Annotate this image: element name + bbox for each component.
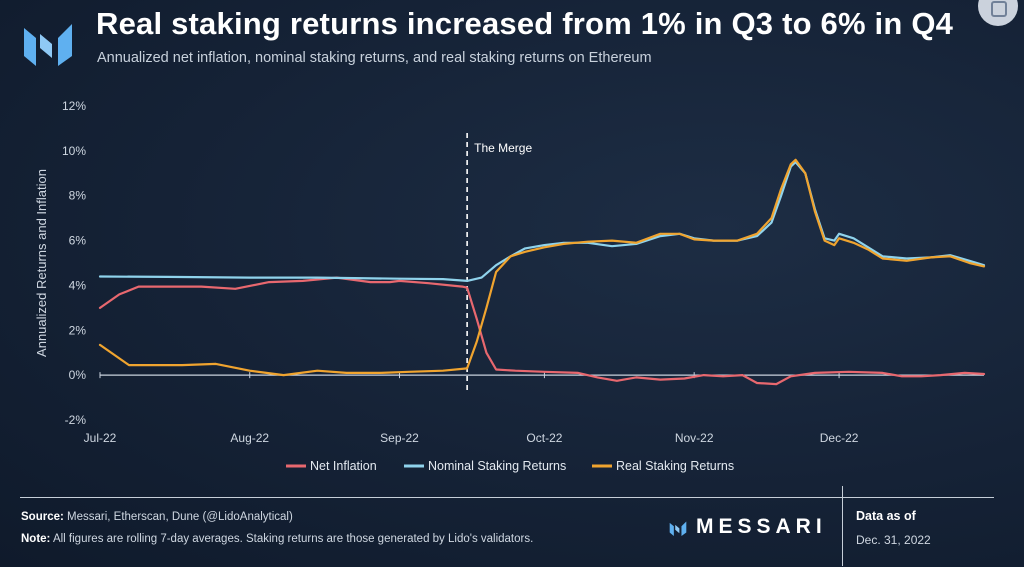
nominal-staking-returns-line — [98, 161, 986, 282]
real-staking-returns-line — [98, 158, 986, 377]
x-tick-label: Oct-22 — [526, 431, 562, 445]
y-tick-label: 2% — [69, 323, 87, 337]
footer-vertical-divider — [842, 486, 843, 566]
chart-title: Real staking returns increased from 1% i… — [96, 6, 954, 41]
source-label: Source: — [21, 511, 64, 523]
x-tick-label: Dec-22 — [820, 431, 859, 445]
source-line: Source: Messari, Etherscan, Dune (@LidoA… — [21, 511, 293, 523]
y-tick-label: 10% — [62, 144, 86, 158]
y-tick-label: -2% — [65, 413, 87, 427]
line-chart: -2% 0% 2% 4% 6% 8% 10% 12% Jul-22 Aug-22 Sep-22 Oct… — [34, 99, 986, 473]
lens-icon — [991, 1, 1007, 17]
y-tick-label: 6% — [69, 234, 87, 248]
messari-logo-icon — [24, 24, 72, 66]
legend-label: Net Inflation — [310, 459, 377, 473]
y-tick-label: 8% — [69, 189, 87, 203]
y-tick-label: 0% — [69, 368, 87, 382]
note-text: All figures are rolling 7-day averages. … — [50, 533, 534, 545]
footer-divider — [20, 497, 994, 498]
x-tick-label: Nov-22 — [675, 431, 714, 445]
y-tick-label: 12% — [62, 99, 86, 113]
y-axis-label: Annualized Returns and Inflation — [34, 169, 49, 357]
note-label: Note: — [21, 533, 51, 545]
brand-mark-icon — [669, 521, 687, 536]
legend-label: Nominal Staking Returns — [428, 459, 566, 473]
chart-subtitle: Annualized net inflation, nominal stakin… — [97, 50, 652, 66]
legend-label: Real Staking Returns — [616, 459, 734, 473]
y-tick-label: 4% — [69, 278, 87, 292]
merge-annotation-label: The Merge — [474, 141, 532, 155]
data-as-of-label: Data as of — [856, 509, 916, 523]
note-line: Note: All figures are rolling 7-day aver… — [21, 533, 533, 545]
brand-wordmark: MESSARI — [696, 515, 827, 538]
x-tick-label: Jul-22 — [84, 431, 117, 445]
x-tick-label: Aug-22 — [230, 431, 269, 445]
x-tick-label: Sep-22 — [380, 431, 419, 445]
net-inflation-line — [98, 276, 986, 386]
data-as-of-date: Dec. 31, 2022 — [856, 533, 931, 547]
source-text: Messari, Etherscan, Dune (@LidoAnalytica… — [63, 511, 293, 523]
messari-brand: MESSARI — [668, 515, 827, 539]
